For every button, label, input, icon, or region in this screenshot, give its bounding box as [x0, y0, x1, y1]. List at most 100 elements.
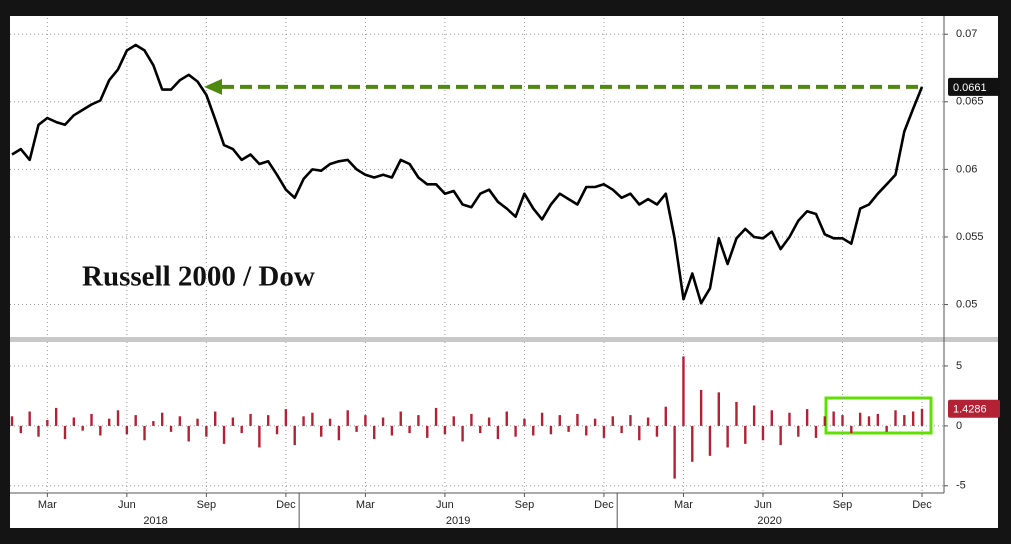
y-tick-label: 5 [956, 360, 962, 372]
bar [638, 425, 641, 441]
bar [867, 416, 871, 426]
bar [417, 415, 420, 426]
bar [328, 418, 332, 426]
bar [90, 413, 93, 426]
bar [832, 411, 835, 426]
bar [28, 411, 31, 426]
ratio-line [11, 43, 924, 305]
bar [426, 425, 429, 438]
bar [814, 425, 818, 438]
year-label: 2020 [757, 515, 781, 527]
bar [514, 425, 517, 437]
bar [894, 410, 897, 426]
year-label: 2019 [446, 515, 470, 527]
bar [10, 416, 14, 426]
bar [311, 412, 314, 426]
bar [470, 413, 473, 426]
x-tick-label: Jun [436, 499, 454, 511]
bar [390, 425, 394, 436]
bar [293, 425, 296, 446]
bar [275, 425, 279, 435]
bar [346, 410, 349, 426]
bar [841, 415, 844, 426]
bar [805, 409, 809, 426]
y-tick-label: 0.065 [956, 96, 984, 108]
bar [593, 418, 597, 426]
bar [160, 412, 164, 426]
chart-title: Russell 2000 / Dow [82, 261, 315, 293]
bar [461, 425, 464, 442]
bar [54, 407, 58, 426]
bar [585, 425, 588, 436]
highlight-box [824, 396, 933, 435]
bar [691, 425, 694, 462]
bar [37, 425, 40, 437]
bar [267, 415, 270, 426]
bar [761, 425, 765, 441]
bar [885, 425, 888, 432]
x-tick-label: Mar [674, 499, 693, 511]
x-tick-label: Sep [515, 499, 535, 511]
x-tick-label: Dec [594, 499, 614, 511]
bar [258, 425, 261, 448]
year-label: 2018 [143, 515, 167, 527]
y-tick-label: 0.06 [956, 163, 977, 175]
last-value-label: 1.4286 [953, 404, 987, 416]
bar [549, 425, 553, 435]
bar [770, 410, 774, 426]
panel-divider [10, 337, 998, 342]
annotation-arrowhead [204, 78, 222, 95]
bar [620, 425, 623, 434]
bar [187, 425, 190, 442]
bar [735, 401, 738, 426]
bar [399, 411, 402, 426]
bar [152, 421, 155, 426]
bar [646, 417, 650, 426]
bar [381, 417, 385, 426]
bar [196, 418, 199, 426]
y-tick-label: -5 [956, 480, 966, 492]
x-tick-label: Mar [38, 499, 57, 511]
bar [823, 416, 827, 426]
bar [452, 416, 455, 426]
bar [576, 413, 579, 426]
bar [920, 408, 924, 426]
bar [46, 419, 49, 426]
x-tick-label: Sep [833, 499, 853, 511]
bar [63, 425, 67, 440]
y-tick-label: 0.05 [956, 298, 977, 310]
bar [178, 416, 182, 426]
bar [523, 418, 526, 426]
bar [205, 425, 208, 437]
bar [364, 415, 367, 426]
bar [214, 411, 217, 426]
bar [903, 415, 906, 426]
x-tick-label: Jun [754, 499, 772, 511]
bar [107, 418, 111, 426]
bar [479, 425, 482, 434]
bar [664, 406, 667, 426]
y-tick-label: 0 [956, 420, 962, 432]
bar [717, 392, 720, 426]
bar [858, 412, 862, 426]
bar [81, 425, 84, 431]
bar [558, 415, 561, 426]
bar [222, 425, 226, 444]
x-tick-label: Dec [276, 499, 296, 511]
bar [249, 413, 252, 426]
bar [532, 425, 535, 436]
bar [629, 415, 632, 426]
y-tick-label: 0.07 [956, 28, 977, 40]
bar [911, 411, 915, 426]
bar [284, 409, 288, 426]
bar [231, 417, 235, 426]
bar [240, 425, 243, 434]
x-tick-label: Dec [912, 499, 932, 511]
bar [487, 417, 491, 426]
bar [699, 389, 703, 426]
bar [19, 425, 23, 434]
y-tick-label: 0.055 [956, 231, 984, 243]
bar [567, 425, 570, 432]
bar [850, 425, 853, 434]
